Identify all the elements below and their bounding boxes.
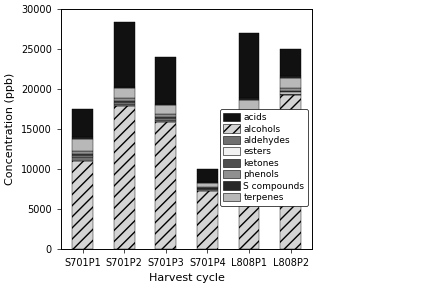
Bar (280, 94, 301, 95)
Bar (280, 49, 301, 76)
Bar (114, 104, 135, 106)
Bar (239, 33, 260, 98)
Bar (280, 88, 301, 91)
Bar (280, 78, 301, 88)
Bar (280, 91, 301, 92)
Bar (239, 118, 260, 121)
Bar (72, 139, 93, 151)
Bar (197, 182, 218, 183)
Bar (155, 105, 176, 114)
Bar (197, 169, 218, 182)
X-axis label: Harvest cycle: Harvest cycle (149, 273, 224, 283)
Bar (114, 106, 135, 249)
Bar (72, 137, 93, 139)
Bar (72, 109, 93, 137)
Bar (197, 189, 218, 191)
Legend: acids, alcohols, aldehydes, esters, ketones, phenols, S compounds, terpenes: acids, alcohols, aldehydes, esters, keto… (220, 110, 308, 205)
Bar (155, 120, 176, 122)
Bar (280, 76, 301, 78)
Bar (72, 157, 93, 161)
Bar (114, 89, 135, 98)
Bar (197, 191, 218, 249)
Bar (114, 87, 135, 89)
Bar (239, 98, 260, 100)
Bar (155, 117, 176, 119)
Bar (114, 22, 135, 87)
Bar (155, 114, 176, 117)
Bar (72, 151, 93, 154)
Bar (239, 121, 260, 122)
Y-axis label: Concentration (ppb): Concentration (ppb) (5, 73, 15, 185)
Bar (197, 188, 218, 189)
Bar (239, 114, 260, 117)
Bar (280, 95, 301, 249)
Bar (114, 101, 135, 103)
Bar (155, 57, 176, 104)
Bar (239, 117, 260, 118)
Bar (114, 103, 135, 104)
Bar (114, 98, 135, 101)
Bar (239, 122, 260, 249)
Bar (72, 154, 93, 155)
Bar (155, 104, 176, 105)
Bar (239, 100, 260, 114)
Bar (155, 122, 176, 249)
Bar (155, 119, 176, 120)
Bar (197, 183, 218, 187)
Bar (72, 161, 93, 249)
Bar (72, 155, 93, 157)
Bar (197, 187, 218, 188)
Bar (280, 92, 301, 94)
